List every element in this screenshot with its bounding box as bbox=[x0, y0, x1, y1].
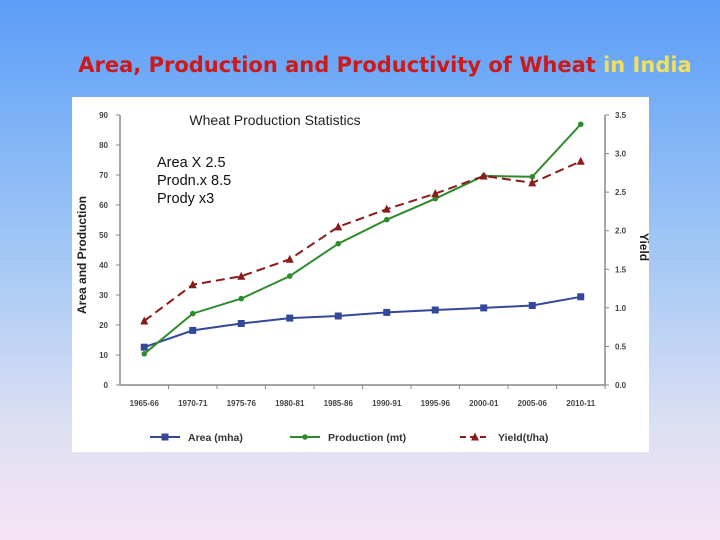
data-point bbox=[286, 273, 293, 279]
y-tick-label-left: 50 bbox=[99, 231, 108, 240]
data-point bbox=[431, 189, 440, 198]
data-point bbox=[237, 320, 245, 327]
note-line-production: Prodn.x 8.5 bbox=[157, 173, 232, 189]
series-line bbox=[143, 295, 581, 349]
data-point bbox=[383, 308, 391, 316]
data-point bbox=[471, 432, 479, 441]
data-point bbox=[529, 174, 536, 180]
series-line bbox=[143, 160, 582, 322]
y-tick-label-left: 0 bbox=[104, 381, 109, 390]
data-point bbox=[576, 156, 585, 165]
data-point bbox=[140, 316, 149, 325]
series-production-mt bbox=[141, 121, 584, 357]
data-point bbox=[528, 178, 537, 187]
x-tick-label: 2010-11 bbox=[566, 399, 595, 408]
data-point bbox=[528, 302, 536, 309]
y-axis-right-label: Yield bbox=[637, 233, 649, 261]
chart-axes: 0 10 20 30 40 50 60 70 80 90 0.0 0.5 1.0 1.5 2.0 2.5 3.0… bbox=[99, 111, 627, 408]
data-point bbox=[334, 222, 343, 231]
y-tick-label-right: 0.0 bbox=[615, 381, 627, 390]
data-point bbox=[286, 314, 294, 322]
y-tick-label-left: 70 bbox=[99, 171, 108, 180]
scaling-note: Area X 2.5 Prodn.x 8.5 Prody x3 bbox=[157, 154, 231, 208]
series-yield-t-ha bbox=[140, 156, 585, 325]
data-point bbox=[479, 171, 488, 180]
y-tick-label-left: 20 bbox=[99, 321, 108, 330]
data-point bbox=[161, 433, 169, 441]
note-line-productivity: Prody x3 bbox=[157, 191, 215, 207]
legend-label: Production (mt) bbox=[328, 432, 406, 444]
x-tick-label: 1965-66 bbox=[130, 399, 160, 408]
y-tick-label-left: 10 bbox=[99, 351, 108, 360]
data-point bbox=[577, 293, 585, 301]
y-axis-left-label: Area and Production bbox=[75, 196, 89, 314]
x-tick-label: 1995-96 bbox=[421, 399, 451, 408]
y-tick-label-right: 0.5 bbox=[615, 342, 627, 351]
data-point bbox=[480, 304, 488, 312]
y-tick-label-right: 1.5 bbox=[615, 265, 627, 274]
chart-image: Wheat Production Statistics 0 10 20 30 40 50 6… bbox=[72, 97, 649, 452]
chart-legend: Area (mha) Production (mt) Yield(t/ha) bbox=[150, 432, 548, 444]
data-point bbox=[141, 351, 148, 357]
data-point bbox=[188, 280, 197, 289]
x-tick-label: 2005-06 bbox=[518, 399, 548, 408]
y-tick-label-right: 2.0 bbox=[615, 227, 627, 236]
data-point bbox=[382, 204, 391, 213]
data-point bbox=[140, 343, 148, 351]
chart-title: Wheat Production Statistics bbox=[189, 112, 360, 128]
x-tick-label: 1970-71 bbox=[178, 399, 208, 408]
data-point bbox=[302, 434, 308, 440]
wheat-production-chart: Wheat Production Statistics 0 10 20 30 40 50 6… bbox=[75, 111, 649, 444]
data-point bbox=[431, 306, 439, 314]
y-tick-label-left: 90 bbox=[99, 111, 108, 120]
x-tick-label: 1980-81 bbox=[275, 399, 305, 408]
legend-label: Yield(t/ha) bbox=[498, 432, 548, 444]
x-tick-label: 1985-86 bbox=[324, 399, 354, 408]
y-tick-label-left: 80 bbox=[99, 141, 108, 150]
x-tick-label: 1990-91 bbox=[372, 399, 402, 408]
note-line-area: Area X 2.5 bbox=[157, 155, 226, 171]
y-tick-label-left: 30 bbox=[99, 291, 108, 300]
legend-label: Area (mha) bbox=[188, 432, 243, 444]
y-tick-label-right: 1.0 bbox=[615, 304, 627, 313]
data-point bbox=[189, 310, 196, 317]
y-tick-label-right: 2.5 bbox=[615, 188, 627, 197]
data-point bbox=[432, 195, 439, 202]
y-tick-label-left: 60 bbox=[99, 201, 108, 210]
data-point bbox=[189, 326, 197, 334]
data-point bbox=[577, 121, 584, 128]
x-tick-label: 1975-76 bbox=[227, 399, 257, 408]
series-area-mha bbox=[140, 293, 585, 351]
data-point bbox=[238, 295, 245, 302]
y-tick-label-left: 40 bbox=[99, 261, 108, 270]
data-point bbox=[335, 240, 342, 247]
slide-title: Area, Production and Productivity of Whe… bbox=[60, 50, 710, 80]
x-tick-label: 2000-01 bbox=[469, 399, 499, 408]
data-point bbox=[334, 312, 342, 320]
data-point bbox=[237, 271, 246, 280]
chart-series bbox=[140, 121, 585, 357]
y-tick-label-right: 3.5 bbox=[615, 111, 627, 120]
slide-title-main: Area, Production and Productivity of Whe… bbox=[78, 53, 596, 77]
data-point bbox=[383, 216, 390, 223]
y-tick-label-right: 3.0 bbox=[615, 150, 627, 159]
slide-title-highlight: in India bbox=[603, 53, 692, 77]
data-point bbox=[285, 254, 294, 263]
series-line bbox=[143, 123, 582, 355]
